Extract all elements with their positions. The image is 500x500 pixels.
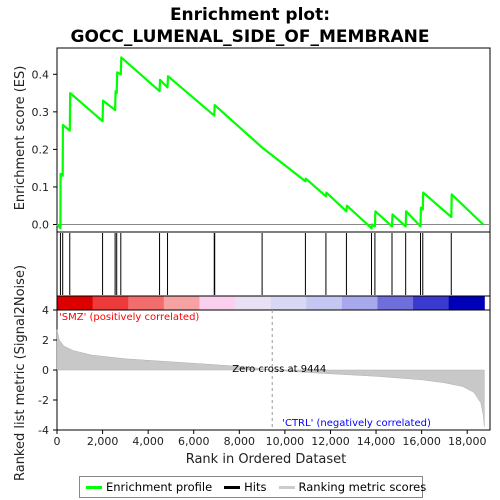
x-tick-label: 8,000 [224,435,256,448]
es-tick-label: 0.0 [32,218,50,231]
metric-tick-label: -2 [38,394,49,407]
x-tick-label: 18,000 [448,435,487,448]
legend-item-enrichment: Enrichment profile [86,480,212,494]
heatmap-segment [199,296,236,310]
zero-cross-label: Zero cross at 9444 [232,364,326,375]
es-tick-label: 0.1 [32,181,50,194]
metric-axis-label: Ranked list metric (Signal2Noise) [13,265,28,481]
heatmap-segment [377,296,414,310]
x-tick-label: 4,000 [132,435,164,448]
x-axis-label: Rank in Ordered Dataset [186,452,347,467]
heatmap-segment [163,296,200,310]
metric-tick-label: -4 [38,424,49,437]
rank-heatmap-bar [56,295,491,311]
negative-correlation-label: 'CTRL' (negatively correlated) [282,418,431,429]
metric-panel: -4 -2 0 2 4 Zero cross at 9444 'SMZ' (positive… [38,304,491,448]
legend-swatch-enrichment [86,485,102,489]
hits-panel [56,231,491,297]
x-tick-label: 2,000 [87,435,119,448]
x-tick-label: 6,000 [178,435,210,448]
heatmap-segment [128,296,165,310]
legend-item-hits: Hits [224,480,267,494]
ranking-metric-area [56,329,485,428]
heatmap-segment [57,296,94,310]
x-tick-label: 14,000 [357,435,396,448]
hits-frame [56,231,491,297]
heatmap-segment [270,296,307,310]
legend-item-metric: Ranking metric scores [278,480,427,494]
metric-tick-label: 2 [42,334,49,347]
heatmap-segment [92,296,129,310]
es-tick-label: 0.4 [32,68,50,81]
metric-tick-label: 0 [42,364,49,377]
x-tick-label: 10,000 [266,435,305,448]
x-tick-label: 16,000 [402,435,441,448]
chart-title-line1: Enrichment plot: [170,5,330,25]
x-tick-label: 0 [54,435,61,448]
heatmap-segment [448,296,485,310]
legend-label-enrichment: Enrichment profile [106,480,213,494]
es-panel: 0.0 0.1 0.2 0.3 0.4 [32,47,491,233]
es-axis-label: Enrichment score (ES) [13,66,28,211]
es-plot-frame [56,47,491,233]
es-tick-label: 0.2 [32,143,50,156]
legend-label-hits: Hits [244,480,267,494]
legend: Enrichment profile Hits Ranking metric s… [79,476,426,498]
legend-swatch-hits [224,485,241,489]
heatmap-segment [235,296,272,310]
positive-correlation-label: 'SMZ' (positively correlated) [59,312,199,323]
enrichment-profile-line [56,56,484,230]
chart-title-line2: GOCC_LUMENAL_SIDE_OF_MEMBRANE [71,27,430,47]
legend-swatch-metric [278,485,295,489]
es-tick-label: 0.3 [32,106,50,119]
heatmap-segment [413,296,450,310]
metric-tick-label: 4 [42,304,49,317]
x-tick-label: 12,000 [311,435,350,448]
heatmap-segment [306,296,343,310]
heatmap-segment [341,296,378,310]
legend-label-metric: Ranking metric scores [298,480,427,494]
